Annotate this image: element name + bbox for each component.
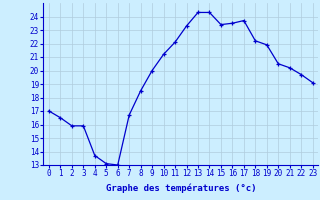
X-axis label: Graphe des températures (°c): Graphe des températures (°c)	[106, 184, 256, 193]
